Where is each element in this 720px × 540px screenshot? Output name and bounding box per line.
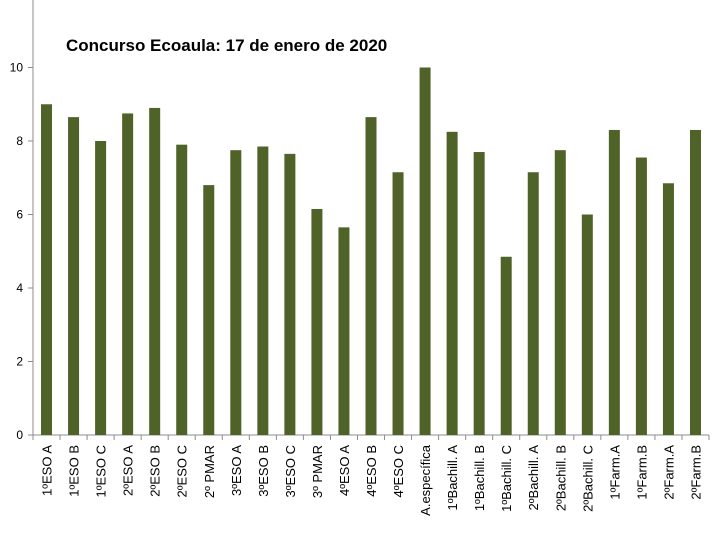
bar bbox=[689, 129, 701, 435]
category-label: A.específica bbox=[418, 444, 433, 516]
category-label: 1ºBachill. B bbox=[472, 445, 487, 511]
bar bbox=[122, 113, 134, 435]
category-label: 1ºESO B bbox=[67, 445, 82, 497]
category-label: 3ºESO C bbox=[283, 445, 298, 497]
chart-title: Concurso Ecoaula: 17 de enero de 2020 bbox=[66, 36, 387, 55]
bar bbox=[392, 172, 404, 436]
bar bbox=[446, 131, 458, 435]
category-label: 2ºBachill. C bbox=[580, 445, 595, 512]
bar bbox=[284, 153, 296, 436]
y-tick-label: 10 bbox=[10, 61, 24, 75]
y-tick-label: 0 bbox=[16, 428, 23, 442]
bar bbox=[662, 183, 674, 435]
bar bbox=[500, 256, 512, 435]
bar bbox=[527, 172, 539, 436]
bar bbox=[257, 146, 269, 435]
bar bbox=[203, 185, 215, 435]
category-label: 1ºESO A bbox=[40, 445, 55, 496]
bar bbox=[41, 104, 53, 435]
bar bbox=[608, 129, 620, 435]
y-tick-label: 6 bbox=[16, 208, 23, 222]
bar bbox=[176, 144, 188, 436]
category-label: 4ºESO A bbox=[337, 445, 352, 496]
category-label: 1ºFarm.B bbox=[634, 445, 649, 500]
category-label: 2ºESO A bbox=[121, 445, 136, 496]
category-label: 2ºESO C bbox=[175, 445, 190, 497]
bar bbox=[95, 141, 107, 435]
category-label: 1ºESO C bbox=[94, 445, 109, 497]
bar bbox=[149, 107, 161, 436]
bars-group bbox=[41, 67, 701, 436]
bar bbox=[554, 150, 566, 435]
y-axis-ticks: 0 2 4 6 8 10 bbox=[10, 61, 33, 442]
category-label: 2ºESO B bbox=[148, 445, 163, 497]
category-label: 2º PMAR bbox=[202, 445, 217, 498]
category-label: 2ºFarm.B bbox=[688, 445, 703, 500]
category-label: 1ºBachill. A bbox=[445, 445, 460, 511]
category-label: 3º PMAR bbox=[310, 445, 325, 498]
category-label: 2ºBachill. B bbox=[553, 445, 568, 511]
y-tick-label: 2 bbox=[16, 355, 23, 369]
category-label: 1ºBachill. C bbox=[499, 445, 514, 512]
bar bbox=[338, 227, 350, 435]
bar bbox=[419, 67, 431, 435]
y-tick-label: 8 bbox=[16, 134, 23, 148]
bar bbox=[635, 157, 647, 435]
x-axis-ticks bbox=[32, 435, 710, 440]
category-label: 4ºESO C bbox=[391, 445, 406, 497]
category-label: 4ºESO B bbox=[364, 445, 379, 497]
category-label: 2ºBachill. A bbox=[526, 445, 541, 511]
category-label: 2ºFarm.A bbox=[661, 445, 676, 500]
bar bbox=[311, 208, 323, 435]
bar bbox=[230, 150, 242, 435]
bar bbox=[581, 214, 593, 435]
category-label: 1ºFarm.A bbox=[607, 445, 622, 500]
bar bbox=[365, 117, 377, 436]
bar bbox=[473, 152, 485, 435]
bar bbox=[68, 117, 80, 436]
y-tick-label: 4 bbox=[16, 281, 23, 295]
category-label: 3ºESO A bbox=[229, 445, 244, 496]
category-labels: 1ºESO A 1ºESO B 1ºESO C 2ºESO A 2ºESO B 2ºESO… bbox=[40, 444, 704, 516]
category-label: 3ºESO B bbox=[256, 445, 271, 497]
